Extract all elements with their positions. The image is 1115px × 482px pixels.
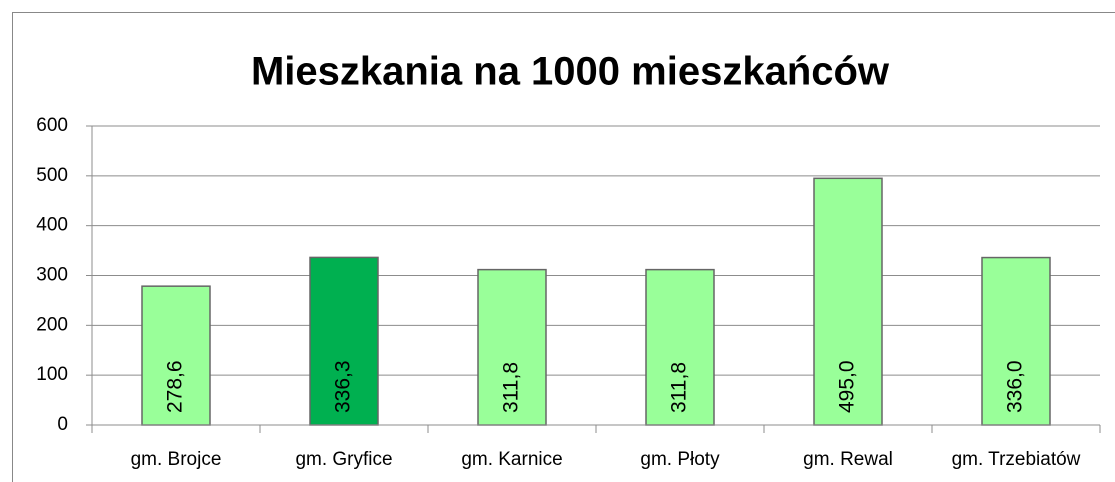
y-tick-label: 300 [36,265,68,286]
x-tick-label: gm. Trzebiatów [952,449,1081,470]
y-tick-label: 500 [36,165,68,186]
x-tick-label: gm. Brojce [131,449,222,470]
bar [477,268,547,426]
y-tick-label: 0 [57,414,68,435]
chart-title: Mieszkania na 1000 mieszkańców [251,50,890,94]
y-tick-label: 200 [36,314,68,335]
data-label: 278,6 [164,360,187,413]
x-tick-label: gm. Rewal [803,449,893,470]
data-label: 495,0 [836,360,859,413]
data-label: 336,0 [1004,360,1027,413]
x-tick-label: gm. Gryfice [295,449,392,470]
x-tick-label: gm. Płoty [640,449,720,470]
y-tick-label: 400 [36,215,68,236]
bar [645,268,715,426]
bar [981,256,1051,426]
x-tick-label: gm. Karnice [461,449,562,470]
bar [141,285,211,426]
bar [309,256,379,426]
data-label: 311,8 [500,362,523,413]
bar [813,177,883,426]
data-label: 336,3 [332,360,355,413]
y-tick-label: 100 [36,364,68,385]
y-tick-label: 600 [36,115,68,136]
data-label: 311,8 [668,362,691,413]
